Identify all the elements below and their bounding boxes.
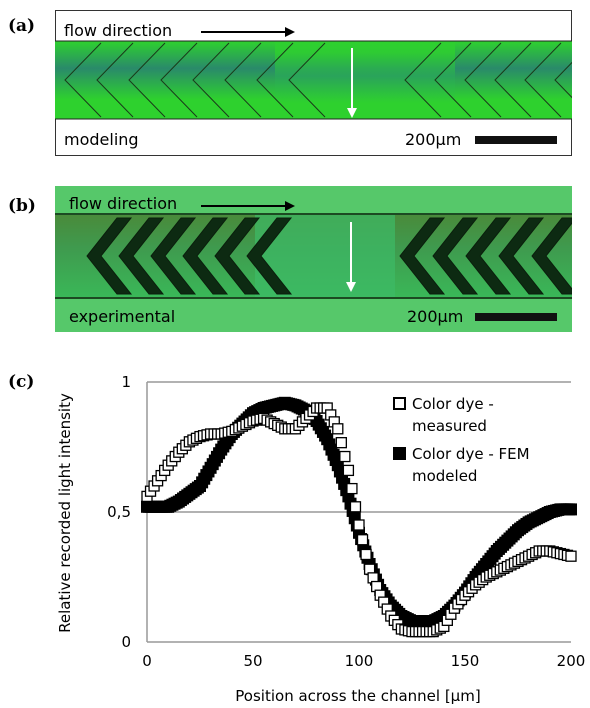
chevron-groove [531,217,572,295]
legend: Color dye - measured Color dye - FEM mod… [393,395,530,485]
legend-label-modeled-1: Color dye - FEM [412,445,530,463]
x-axis-label: Position across the channel [μm] [235,687,480,705]
measured-point [335,437,347,449]
experimental-channel-image [55,186,572,332]
measured-point [342,464,355,477]
panel-b-experimental: flow direction experimental 200μm [55,186,572,332]
chevron-groove [86,217,133,295]
experimental-label: experimental [69,307,176,326]
modeling-label: modeling [64,130,139,149]
panel-a-modeling: flow direction modeling 200μm [55,10,572,156]
legend-marker-measured [393,397,406,410]
intensity-chart: 0 0,5 1 0 50 100 150 200 Position across the ch… [56,373,586,705]
chevron-groove [150,217,197,295]
panel-a-label: (a) [8,16,36,36]
measured-point [360,548,372,561]
measured-point [349,501,362,513]
measured-point [346,482,358,495]
chevron-groove [464,42,502,118]
chevron-groove [246,217,293,295]
chevron-groove [96,42,134,118]
scale-bar-label-a: 200μm [405,130,462,149]
chevron-groove [64,42,102,118]
chevron-groove [160,42,198,118]
legend-marker-modeled [393,447,406,460]
y-tick-label: 0 [121,633,131,651]
panel-c-label: (c) [8,372,35,392]
chevron-groove [182,217,229,295]
chevron-groove [524,42,562,118]
legend-label-measured-2: measured [412,417,487,435]
y-tick-label: 0,5 [107,503,131,521]
chevron-groove [224,42,262,118]
chevron-groove [128,42,166,118]
x-tick-label: 150 [451,652,480,670]
chevron-groove [288,42,326,118]
chevron-groove [434,42,472,118]
legend-label-modeled-2: modeled [412,467,477,485]
x-tick-label: 0 [142,652,152,670]
measured-point [332,423,344,435]
modeled-point [565,503,577,516]
measured-point [353,519,365,531]
modeling-channel-image [55,27,572,144]
x-tick-label: 100 [345,652,374,670]
x-tick-label: 50 [243,652,262,670]
chevron-groove [192,42,230,118]
chevron-groove [465,217,512,295]
panel-b-label: (b) [8,196,36,216]
measured-point [356,534,369,546]
chevron-groove [256,42,294,118]
flow-direction-label-a: flow direction [64,21,173,40]
measured-point [339,450,351,463]
chevron-groove [432,217,479,295]
chevron-groove [494,42,532,118]
chevron-groove [404,42,442,118]
measured-point [565,550,577,562]
chevron-groove [214,217,261,295]
y-tick-label: 1 [121,373,131,391]
y-axis-label: Relative recorded light intensity [56,393,74,633]
chevron-groove [498,217,545,295]
legend-label-measured-1: Color dye - [412,395,494,413]
chevron-groove [554,61,572,99]
flow-direction-label-b: flow direction [69,194,178,213]
scale-bar-label-b: 200μm [407,307,464,326]
x-tick-label: 200 [557,652,586,670]
chevron-groove [118,217,165,295]
chevron-groove [399,217,446,295]
